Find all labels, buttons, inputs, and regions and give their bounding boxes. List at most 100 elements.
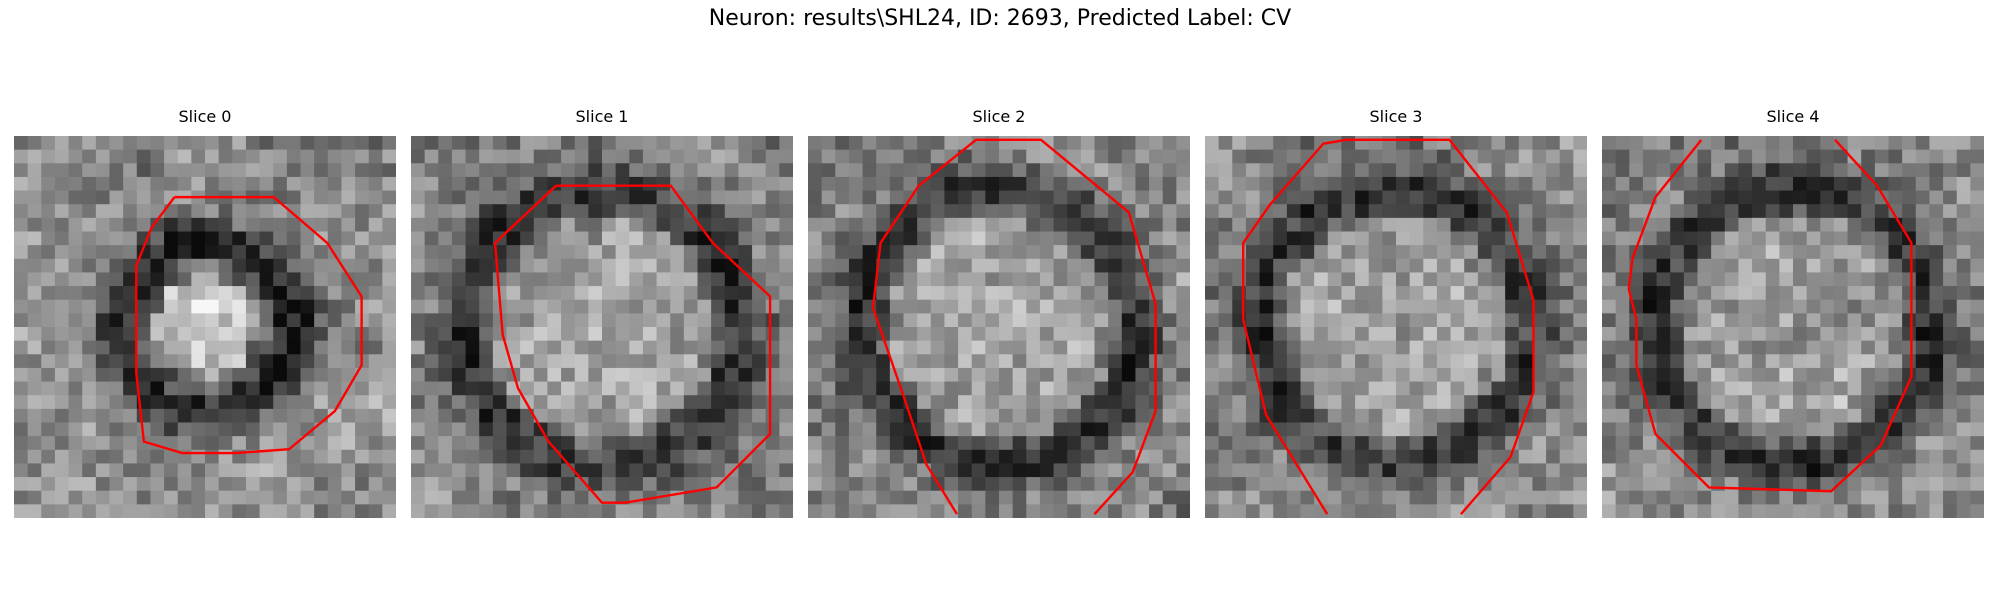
pixel: [1602, 258, 1617, 274]
pixel: [232, 408, 247, 424]
pixel: [314, 258, 329, 274]
pixel: [479, 258, 494, 274]
pixel: [971, 217, 986, 233]
pixel: [327, 490, 343, 505]
pixel: [1368, 436, 1383, 451]
pixel: [1464, 313, 1479, 328]
pixel: [1629, 504, 1644, 518]
pixel: [1559, 176, 1574, 192]
pixel: [752, 449, 767, 465]
pixel: [930, 204, 946, 219]
pixel: [327, 149, 343, 164]
pixel: [1067, 272, 1082, 287]
pixel: [1396, 408, 1411, 424]
pixel: [629, 463, 644, 478]
pixel: [1259, 313, 1274, 328]
pixel: [232, 217, 247, 233]
pixel: [68, 190, 83, 205]
pixel: [14, 449, 29, 465]
pixel: [205, 231, 220, 246]
pixel: [561, 408, 576, 424]
pixel: [150, 504, 165, 518]
pixel: [670, 436, 685, 451]
pixel: [1300, 163, 1315, 178]
pixel: [1162, 504, 1177, 518]
pixel: [438, 299, 453, 314]
pixel: [1450, 258, 1465, 274]
pixel: [876, 217, 891, 233]
pixel: [411, 327, 426, 342]
pixel: [382, 286, 396, 301]
pixel: [1915, 490, 1931, 505]
pixel: [1833, 163, 1849, 178]
pixel: [629, 217, 644, 233]
pixel: [1793, 163, 1808, 178]
pixel: [533, 490, 549, 505]
pixel: [1546, 217, 1561, 233]
pixel: [465, 422, 480, 437]
pixel: [999, 463, 1014, 478]
pixel: [985, 245, 1000, 260]
pixel: [985, 299, 1000, 314]
pixel: [958, 490, 973, 505]
pixel: [382, 204, 396, 219]
pixel: [191, 286, 206, 301]
pixel: [533, 190, 549, 205]
pixel: [1080, 408, 1096, 424]
pixel: [327, 463, 343, 478]
pixel: [411, 477, 426, 492]
pixel: [164, 463, 179, 478]
pixel: [14, 258, 29, 274]
pixel: [1697, 272, 1712, 287]
pixel: [1286, 149, 1302, 164]
pixel: [1602, 463, 1617, 478]
pixel: [259, 245, 274, 260]
pixel: [958, 463, 973, 478]
pixel: [1273, 299, 1288, 314]
pixel: [1559, 381, 1574, 396]
pixel: [1833, 327, 1849, 342]
pixel: [821, 245, 836, 260]
pixel: [177, 163, 192, 178]
pixel: [958, 477, 973, 492]
pixel: [1752, 313, 1767, 328]
pixel: [1135, 231, 1150, 246]
pixel: [724, 490, 740, 505]
pixel: [245, 327, 261, 342]
pixel: [1765, 477, 1780, 492]
pixel: [1409, 354, 1424, 369]
pixel: [286, 313, 302, 328]
pixel: [629, 367, 644, 383]
pixel: [411, 272, 426, 287]
pixel: [1915, 340, 1931, 355]
pixel: [164, 299, 179, 314]
pixel: [1956, 327, 1971, 342]
pixel: [1943, 258, 1958, 274]
pixel: [1793, 354, 1808, 369]
pixel: [327, 204, 343, 219]
pixel: [533, 163, 549, 178]
pixel: [1888, 313, 1903, 328]
pixel: [1765, 449, 1780, 465]
pixel: [1355, 286, 1370, 301]
pixel: [300, 163, 315, 178]
pixel: [1327, 422, 1343, 437]
pixel: [821, 204, 836, 219]
pixel: [1697, 245, 1712, 260]
pixel: [1368, 217, 1383, 233]
pixel: [574, 190, 589, 205]
pixel: [1820, 136, 1835, 151]
pixel: [1559, 490, 1574, 505]
pixel: [1355, 258, 1370, 274]
pixel: [765, 463, 780, 478]
pixel: [368, 490, 383, 505]
pixel: [1847, 327, 1862, 342]
pixel: [779, 490, 793, 505]
pixel: [574, 313, 589, 328]
pixel: [273, 477, 288, 492]
pixel: [1396, 367, 1411, 383]
pixel: [738, 258, 753, 274]
pixel: [1861, 149, 1876, 164]
pixel: [1135, 272, 1150, 287]
pixel: [821, 176, 836, 192]
